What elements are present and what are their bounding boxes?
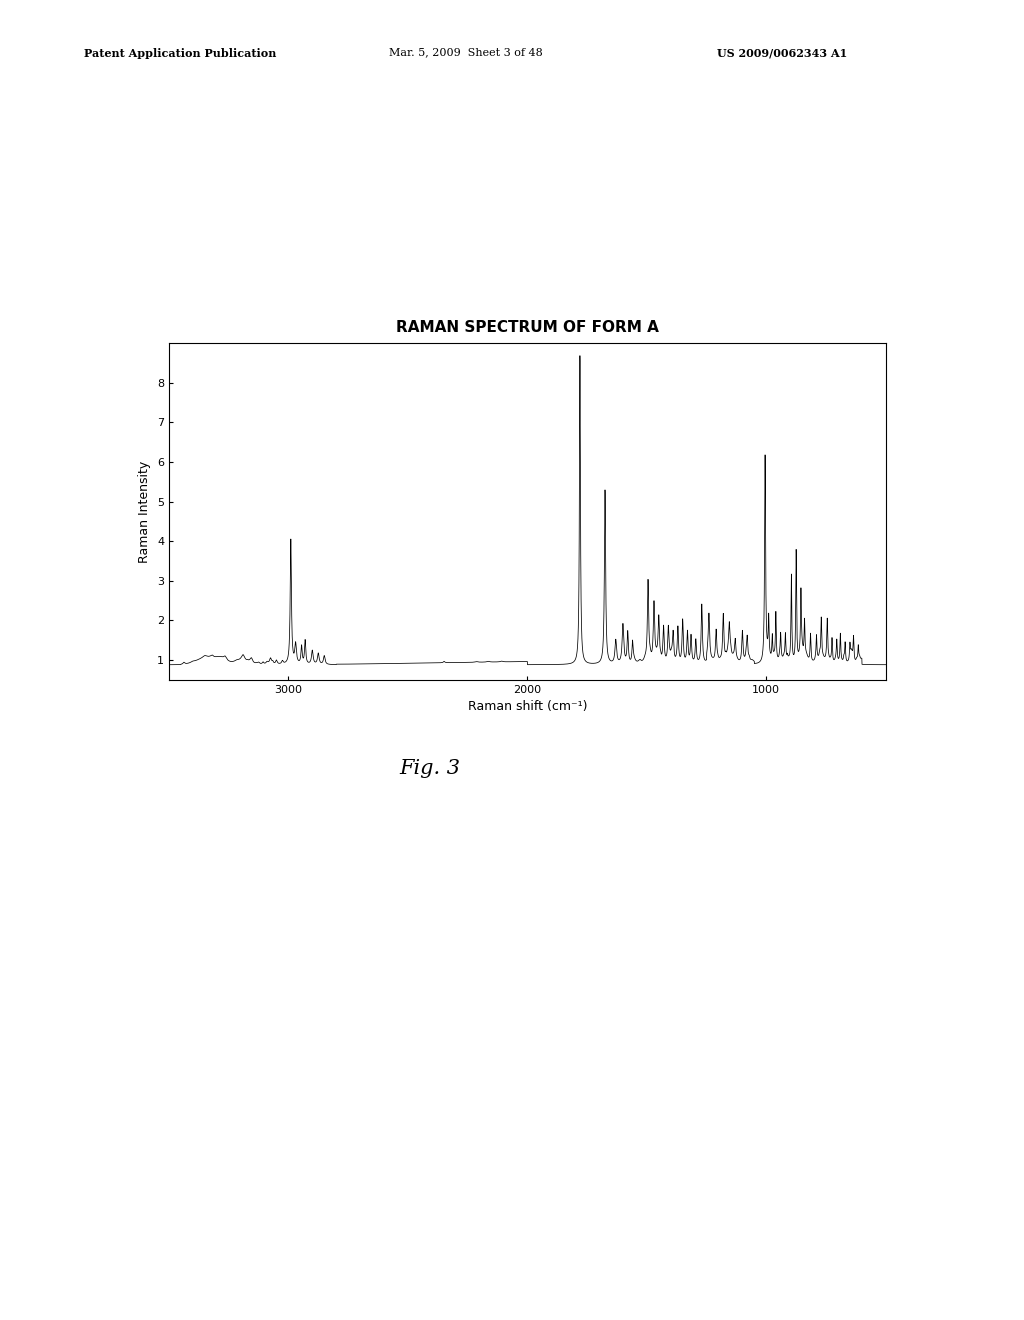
Text: US 2009/0062343 A1: US 2009/0062343 A1 bbox=[717, 48, 847, 58]
Title: RAMAN SPECTRUM OF FORM A: RAMAN SPECTRUM OF FORM A bbox=[396, 319, 658, 335]
Y-axis label: Raman Intensity: Raman Intensity bbox=[138, 461, 152, 562]
X-axis label: Raman shift (cm⁻¹): Raman shift (cm⁻¹) bbox=[468, 700, 587, 713]
Text: Patent Application Publication: Patent Application Publication bbox=[84, 48, 276, 58]
Text: Mar. 5, 2009  Sheet 3 of 48: Mar. 5, 2009 Sheet 3 of 48 bbox=[389, 48, 543, 58]
Text: Fig. 3: Fig. 3 bbox=[399, 759, 461, 777]
